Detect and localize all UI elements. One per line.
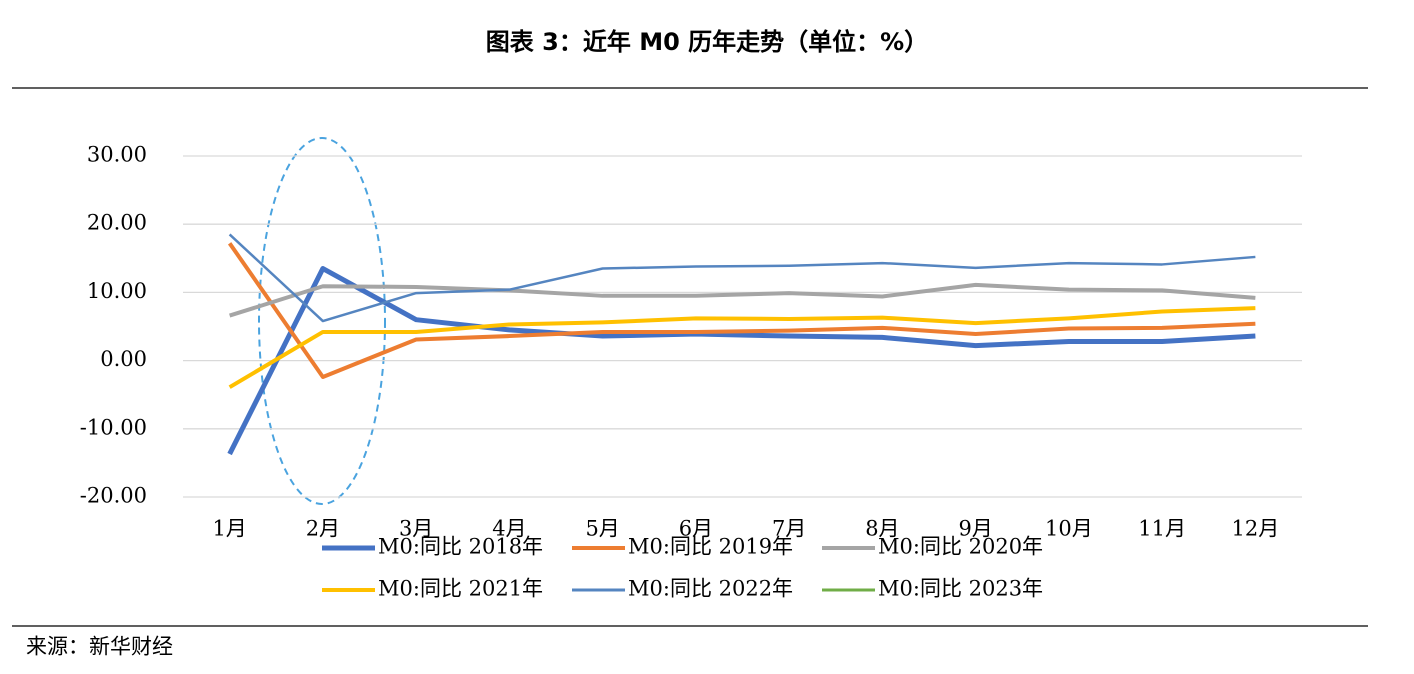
x-tick-label: 8月 xyxy=(865,517,899,541)
source: 来源：新华财经 xyxy=(26,635,173,659)
y-tick-label: 20.00 xyxy=(87,211,147,235)
series-line xyxy=(227,266,1256,456)
x-tick-label: 1月 xyxy=(212,517,246,541)
series-line xyxy=(227,242,1256,379)
x-tick-label: 4月 xyxy=(492,517,526,541)
legend-label: M0:同比 2020年 xyxy=(878,535,1043,559)
x-tick-label: 9月 xyxy=(958,517,992,541)
x-tick-label: 7月 xyxy=(772,517,806,541)
legend-label: M0:同比 2022年 xyxy=(628,577,793,601)
x-tick-label: 2月 xyxy=(306,517,340,541)
y-tick-label: -10.00 xyxy=(80,415,147,439)
highlight-ellipse xyxy=(258,137,386,505)
x-tick-label: 3月 xyxy=(399,517,433,541)
series-line xyxy=(228,306,1256,389)
y-tick-label: -20.00 xyxy=(80,484,147,508)
x-tick-label: 10月 xyxy=(1045,517,1093,541)
chart-title: 图表 3：近年 M0 历年走势（单位：%） xyxy=(486,28,928,56)
legend-label: M0:同比 2019年 xyxy=(628,535,793,559)
legend-label: M0:同比 2023年 xyxy=(878,577,1043,601)
x-tick-label: 6月 xyxy=(679,517,713,541)
y-tick-label: 10.00 xyxy=(87,279,147,303)
y-tick-label: 0.00 xyxy=(100,347,147,371)
x-tick-label: 11月 xyxy=(1138,517,1186,541)
legend-label: M0:同比 2021年 xyxy=(378,577,543,601)
series-line xyxy=(229,282,1256,318)
x-tick-label: 12月 xyxy=(1232,517,1280,541)
legend-label: M0:同比 2018年 xyxy=(378,535,543,559)
x-tick-label: 5月 xyxy=(585,517,619,541)
y-tick-label: 30.00 xyxy=(87,143,147,167)
series-line xyxy=(228,233,1256,323)
